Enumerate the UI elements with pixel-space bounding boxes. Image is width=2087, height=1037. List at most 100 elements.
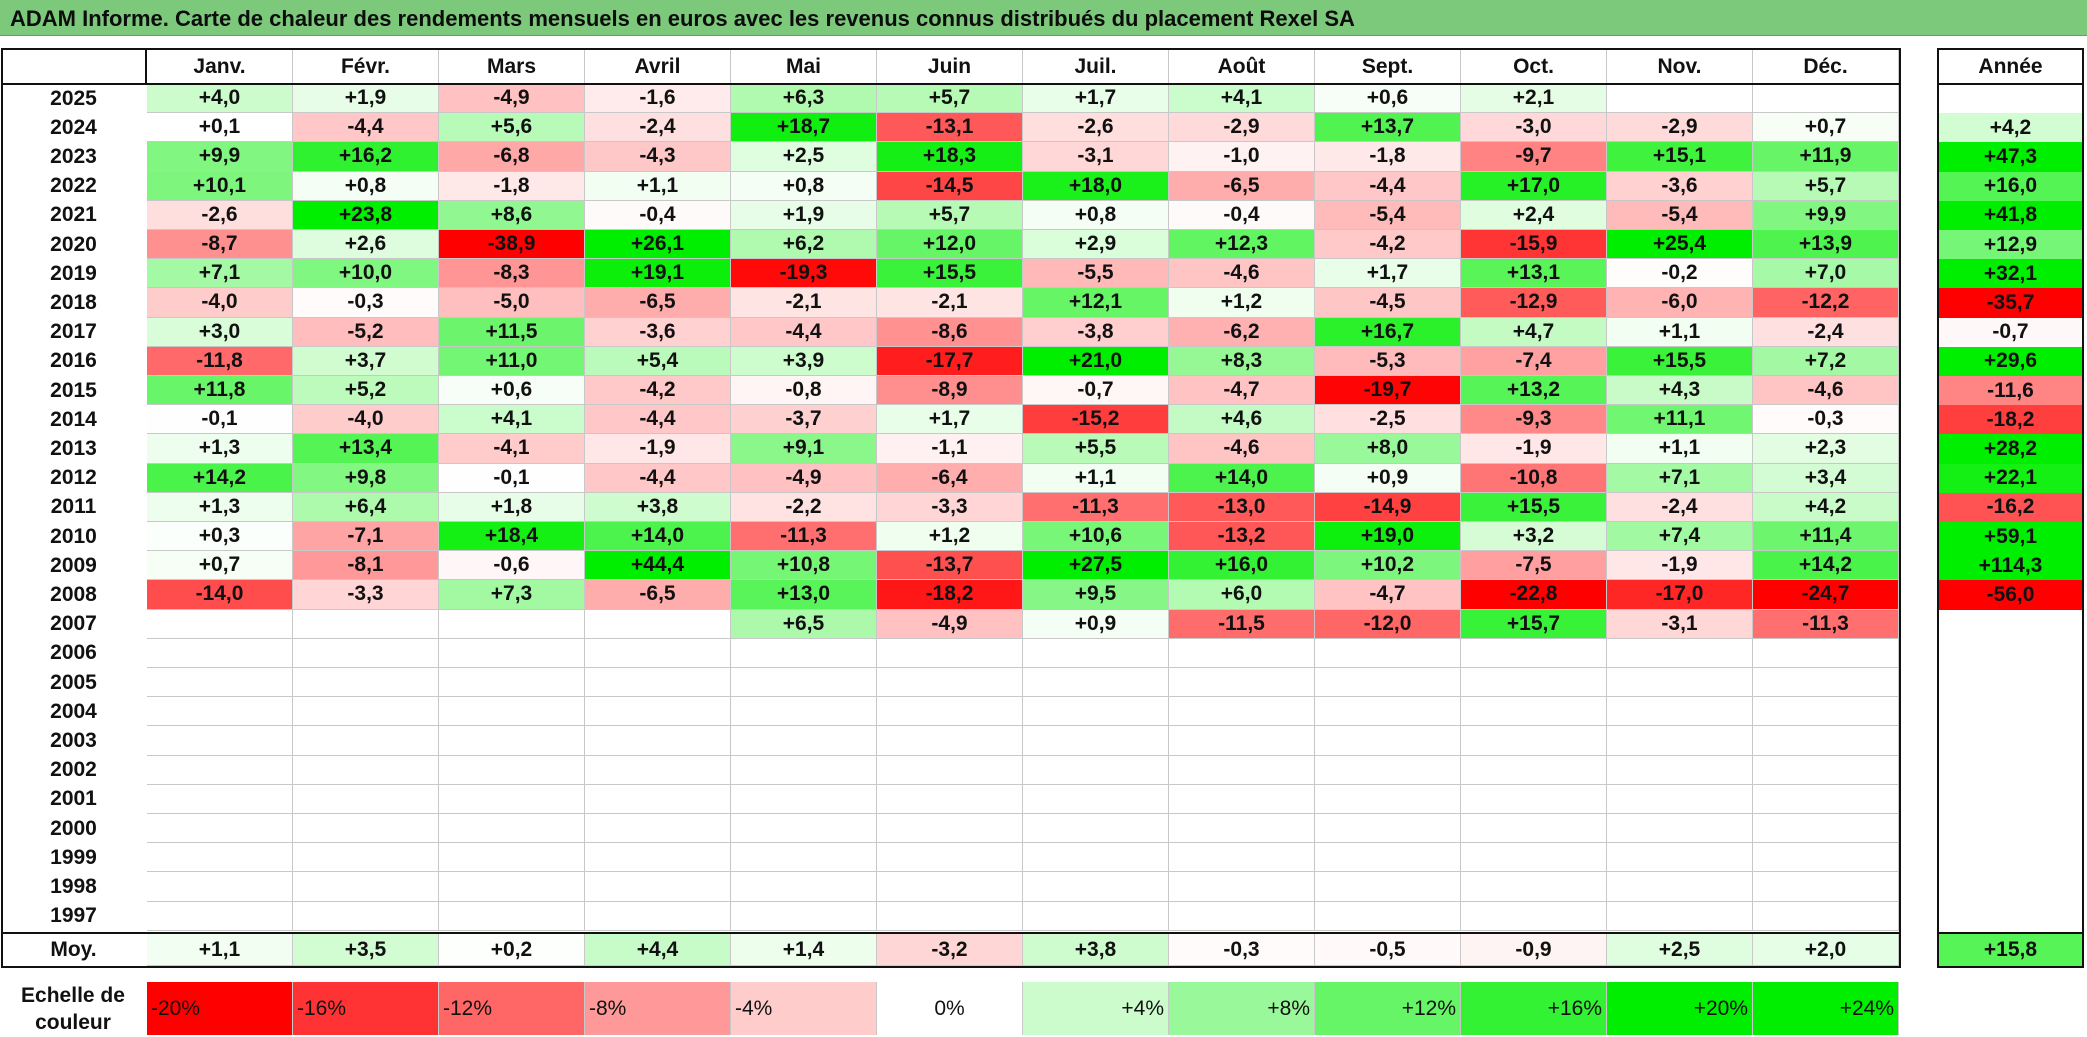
heatmap-cell: +4,1: [439, 405, 585, 435]
heatmap-cell: -4,4: [1315, 171, 1461, 201]
heatmap-cell: +16,2: [293, 142, 439, 172]
heatmap-cell: -4,4: [293, 113, 439, 143]
year-label: 1999: [50, 845, 97, 869]
heatmap-cell: -13,7: [877, 551, 1023, 581]
heatmap-cell: [1023, 697, 1169, 727]
heatmap-cell: +7,0: [1753, 259, 1899, 289]
heatmap-cell: [1753, 814, 1899, 844]
heatmap-cell: +3,2: [1461, 522, 1607, 552]
heatmap-cell: [1753, 668, 1899, 698]
heatmap-cell: -2,1: [731, 288, 877, 318]
annual-cell: -35,7: [1938, 288, 2083, 318]
heatmap-cell: -0,4: [585, 200, 731, 230]
heatmap-cell: +17,0: [1461, 171, 1607, 201]
heatmap-cell: +15,5: [1607, 346, 1753, 376]
heatmap-cell: [1023, 814, 1169, 844]
color-scale-step: +8%: [1169, 982, 1315, 1035]
year-label: 2011: [50, 495, 97, 519]
heatmap-cell: [147, 901, 293, 931]
annual-cell: +12,9: [1938, 230, 2083, 260]
heatmap-cell: +1,1: [585, 171, 731, 201]
annual-header: Année: [1978, 55, 2043, 78]
heatmap-cell: -4,9: [439, 84, 585, 114]
heatmap-cell: +0,9: [1023, 609, 1169, 639]
heatmap-cell: -2,5: [1315, 405, 1461, 435]
heatmap-cell: +0,1: [147, 113, 293, 143]
heatmap-cell: +12,1: [1023, 288, 1169, 318]
heatmap-cell: -19,3: [731, 259, 877, 289]
heatmap-cell: [293, 901, 439, 931]
heatmap-cell: +6,3: [731, 84, 877, 114]
heatmap-cell: +0,8: [731, 171, 877, 201]
heatmap-cell: +5,7: [1753, 171, 1899, 201]
heatmap-cell: -2,2: [731, 492, 877, 522]
heatmap-cell: +3,0: [147, 317, 293, 347]
heatmap-cell: -6,2: [1169, 317, 1315, 347]
heatmap-cell: -0,1: [439, 463, 585, 493]
heatmap-cell: -17,7: [877, 346, 1023, 376]
heatmap-cell: [1315, 755, 1461, 785]
heatmap-cell: [147, 609, 293, 639]
color-scale-step: +4%: [1023, 982, 1169, 1035]
heatmap-cell: -13,2: [1169, 522, 1315, 552]
heatmap-cell: +14,0: [1169, 463, 1315, 493]
heatmap-cell: [877, 668, 1023, 698]
heatmap-cell: +2,6: [293, 230, 439, 260]
heatmap-cell: +2,9: [1023, 230, 1169, 260]
average-cell: +4,4: [585, 934, 731, 966]
heatmap-cell: +26,1: [585, 230, 731, 260]
year-label: 2023: [50, 144, 97, 168]
heatmap-cell: +5,4: [585, 346, 731, 376]
heatmap-cell: +16,0: [1169, 551, 1315, 581]
heatmap-cell: -4,4: [731, 317, 877, 347]
heatmap-cell: +9,5: [1023, 580, 1169, 610]
heatmap-cell: -7,4: [1461, 346, 1607, 376]
heatmap-cell: -4,3: [585, 142, 731, 172]
heatmap-cell: [1607, 638, 1753, 668]
heatmap-cell: +18,7: [731, 113, 877, 143]
year-label: 2012: [50, 466, 97, 490]
annual-cell: +114,3: [1938, 551, 2083, 581]
average-cell: -3,2: [877, 934, 1023, 966]
heatmap-cell: [1315, 638, 1461, 668]
heatmap-cell: +1,2: [877, 522, 1023, 552]
year-label: 2009: [50, 553, 97, 577]
heatmap-cell: [585, 697, 731, 727]
heatmap-cell: +0,8: [293, 171, 439, 201]
heatmap-cell: +4,0: [147, 84, 293, 114]
month-header: Avril: [585, 50, 731, 84]
heatmap-cell: -4,5: [1315, 288, 1461, 318]
heatmap-cell: [1753, 784, 1899, 814]
heatmap-cell: -9,3: [1461, 405, 1607, 435]
heatmap-cell: [731, 726, 877, 756]
heatmap-cell: [1461, 843, 1607, 873]
heatmap-cell: -1,1: [877, 434, 1023, 464]
heatmap-cell: -4,4: [585, 463, 731, 493]
heatmap-cell: +14,2: [147, 463, 293, 493]
heatmap-cell: -24,7: [1753, 580, 1899, 610]
month-header: Févr.: [293, 50, 439, 84]
color-scale-step: +24%: [1753, 982, 1899, 1035]
heatmap-cell: -11,3: [1023, 492, 1169, 522]
heatmap-cell: [1461, 668, 1607, 698]
heatmap-cell: +13,2: [1461, 376, 1607, 406]
heatmap-cell: [293, 697, 439, 727]
heatmap-cell: [147, 843, 293, 873]
heatmap-cell: -2,9: [1169, 113, 1315, 143]
heatmap-cell: [731, 784, 877, 814]
year-label: 2017: [50, 320, 97, 344]
heatmap-cell: [147, 755, 293, 785]
year-label: 2002: [50, 758, 97, 782]
heatmap-cell: -4,2: [1315, 230, 1461, 260]
heatmap-cell: [1607, 872, 1753, 902]
heatmap-cell: +18,0: [1023, 171, 1169, 201]
heatmap-cell: +16,7: [1315, 317, 1461, 347]
heatmap-cell: [731, 901, 877, 931]
annual-cell: [1938, 697, 2083, 727]
heatmap-cell: [1753, 84, 1899, 114]
heatmap-cell: +8,6: [439, 200, 585, 230]
heatmap-cell: [439, 726, 585, 756]
heatmap-cell: +10,2: [1315, 551, 1461, 581]
heatmap-cell: +7,4: [1607, 522, 1753, 552]
heatmap-cell: +15,5: [877, 259, 1023, 289]
